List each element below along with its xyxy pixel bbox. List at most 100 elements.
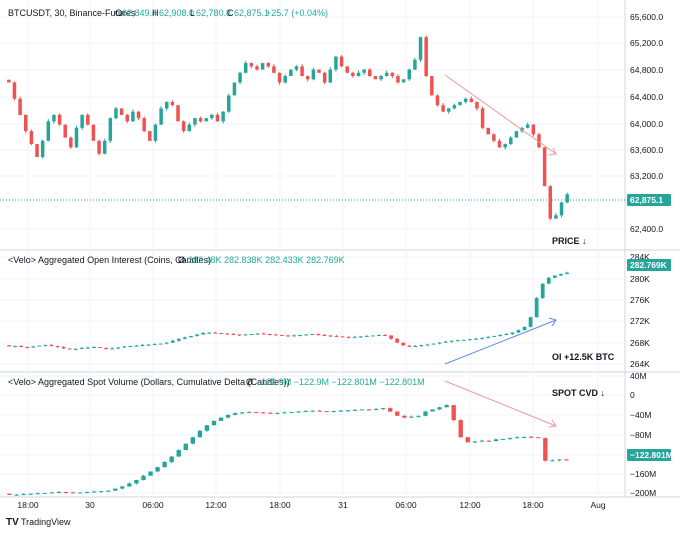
candle[interactable] [503,144,507,148]
candle[interactable] [35,144,39,158]
candle[interactable] [475,101,479,109]
candle[interactable] [55,346,60,347]
candle[interactable] [153,124,158,141]
candle[interactable] [148,471,153,476]
candle[interactable] [334,335,339,337]
candle[interactable] [437,407,442,410]
candle[interactable] [237,334,242,336]
candle[interactable] [221,111,225,122]
candle[interactable] [401,342,406,346]
candle[interactable] [507,438,513,440]
candle[interactable] [552,275,557,278]
candle[interactable] [554,215,558,219]
candle[interactable] [127,483,132,487]
candle[interactable] [141,475,146,481]
candle[interactable] [396,76,400,83]
candle[interactable] [430,76,434,96]
candle[interactable] [409,416,414,418]
candle[interactable] [225,333,230,335]
candle[interactable] [542,147,547,187]
candle[interactable] [529,436,534,438]
candle[interactable] [7,345,11,347]
candle[interactable] [28,493,33,495]
candle[interactable] [469,98,474,102]
candle[interactable] [273,334,278,336]
candle[interactable] [479,440,485,442]
candle[interactable] [136,111,141,119]
candle[interactable] [452,105,457,109]
candle[interactable] [183,337,187,339]
candle[interactable] [69,137,73,148]
candle[interactable] [164,342,169,344]
candle[interactable] [102,140,107,154]
candle[interactable] [125,114,130,122]
candle[interactable] [565,194,569,203]
candle[interactable] [43,345,48,347]
candle[interactable] [441,105,445,112]
candle[interactable] [468,339,472,341]
candle[interactable] [296,411,301,413]
candle[interactable] [14,494,19,496]
candle[interactable] [413,59,417,70]
candle[interactable] [91,491,97,493]
candle[interactable] [122,346,127,348]
candle[interactable] [384,72,389,77]
candle[interactable] [243,63,248,73]
candle[interactable] [148,131,152,141]
candle[interactable] [322,334,327,336]
candle[interactable] [543,438,548,461]
candle[interactable] [134,480,139,484]
candle[interactable] [283,76,287,83]
candle[interactable] [537,134,541,148]
candle[interactable] [108,118,113,141]
candle[interactable] [142,118,146,132]
candle[interactable] [268,412,273,414]
candle[interactable] [74,127,79,148]
candle[interactable] [12,82,17,99]
candle[interactable] [292,335,296,337]
candle[interactable] [289,69,293,77]
candle[interactable] [492,134,496,141]
candle[interactable] [176,450,181,457]
candle[interactable] [388,408,393,412]
candle[interactable] [352,336,357,338]
candle[interactable] [134,345,139,347]
candle[interactable] [104,347,108,349]
candle[interactable] [119,108,124,115]
candle[interactable] [215,114,220,122]
candle[interactable] [169,456,174,463]
candle[interactable] [286,335,290,337]
candle[interactable] [390,72,395,77]
candle[interactable] [227,95,231,112]
candle[interactable] [498,334,503,336]
candle[interactable] [294,66,299,70]
candle[interactable] [334,56,338,70]
candle[interactable] [164,101,169,109]
candle[interactable] [239,412,245,414]
candle[interactable] [189,335,193,338]
candle[interactable] [465,437,470,443]
oi-pane[interactable] [7,271,569,351]
candle[interactable] [559,202,564,216]
candle[interactable] [195,334,199,336]
candle[interactable] [255,66,259,70]
candle[interactable] [446,108,451,112]
candle[interactable] [113,488,118,491]
candle[interactable] [407,69,412,80]
candle[interactable] [49,345,54,347]
candle[interactable] [480,337,484,339]
candle[interactable] [267,334,272,335]
candle[interactable] [140,345,145,347]
candle[interactable] [46,121,51,141]
candle[interactable] [255,333,260,335]
candle[interactable] [345,410,351,412]
candle[interactable] [521,436,527,438]
candle[interactable] [317,410,322,412]
candle[interactable] [377,334,381,336]
candle[interactable] [289,411,294,413]
candle[interactable] [534,298,539,318]
candle[interactable] [249,334,254,335]
candle[interactable] [201,333,205,335]
candle[interactable] [146,344,151,346]
candle[interactable] [352,409,358,411]
